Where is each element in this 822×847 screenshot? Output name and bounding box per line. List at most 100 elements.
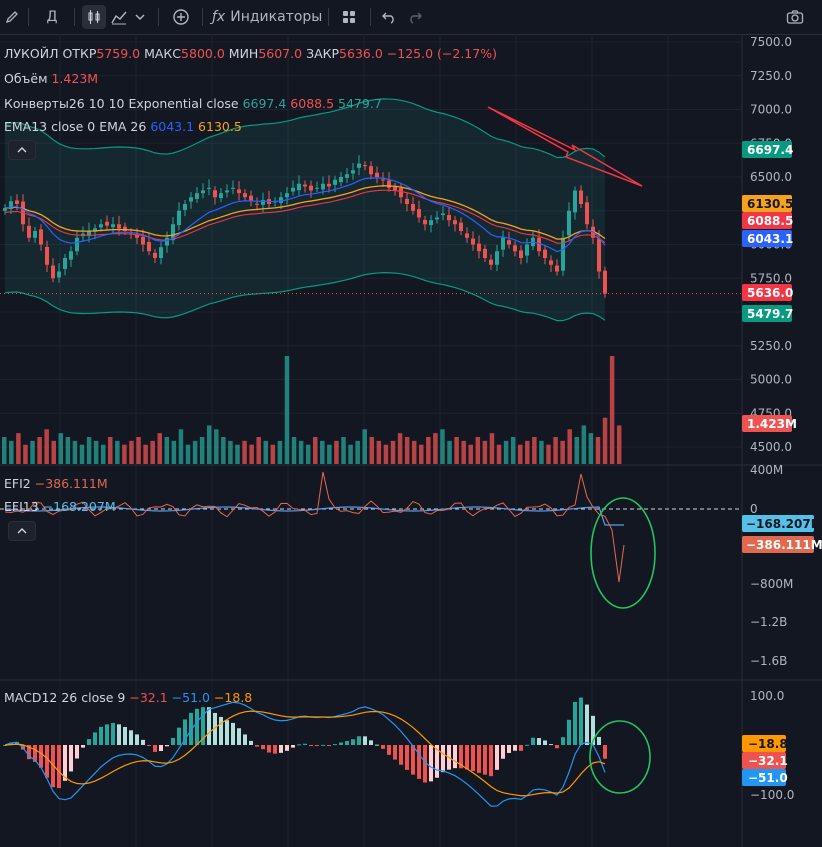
undo-icon[interactable]: [378, 5, 400, 29]
macd-line-value: −51.0: [171, 690, 210, 705]
volume-bar: [447, 440, 452, 464]
redo-icon[interactable]: [404, 5, 426, 29]
efi-badge: [742, 536, 814, 553]
macd-histogram-bar: [411, 745, 415, 775]
macd-histogram-bar: [39, 745, 43, 768]
macd-badge: [742, 752, 786, 769]
efi-badge: [742, 515, 814, 532]
volume-bar: [341, 437, 346, 464]
macd-legend: MACD12 26 close 9 −32.1 −51.0 −18.8: [4, 690, 252, 705]
volume-bar: [44, 429, 49, 464]
volume-label: Объём: [4, 71, 48, 86]
volume-bar: [616, 425, 622, 464]
candle-body: [201, 190, 205, 194]
indicators-button[interactable]: ƒx Индикаторы: [212, 5, 322, 29]
volume-bar: [9, 440, 14, 464]
efi13-label: EFI13: [4, 499, 39, 514]
macd-histogram-bar: [123, 726, 127, 745]
volume-bar: [567, 429, 572, 464]
candle-body: [405, 198, 409, 204]
candle-body: [27, 225, 31, 238]
candle-body: [315, 187, 319, 189]
macd-histogram-bar: [141, 739, 145, 745]
candle-body: [117, 224, 121, 229]
macd-histogram-bar: [3, 745, 7, 746]
legend-collapse-button[interactable]: [8, 140, 36, 160]
macd-histogram-bar: [345, 741, 349, 745]
efi-collapse-button[interactable]: [8, 521, 36, 541]
candle-body: [123, 226, 127, 231]
macd-histogram-bar: [165, 745, 169, 747]
volume-bar: [242, 440, 247, 464]
layout-grid-icon[interactable]: [338, 5, 360, 29]
add-icon[interactable]: [170, 5, 192, 29]
candle-body: [3, 208, 7, 211]
pencil-icon[interactable]: [2, 5, 22, 29]
efi13-line: [4, 506, 624, 526]
candle-body: [579, 190, 583, 204]
chart-canvas[interactable]: 7500.07250.07000.06750.06500.06250.06000…: [0, 34, 822, 847]
change-value: −125.0 (−2.17%): [386, 46, 497, 61]
volume-bar: [581, 425, 587, 464]
volume-bar: [129, 440, 134, 464]
volume-bar: [79, 444, 85, 464]
interval-button[interactable]: Д: [46, 9, 58, 25]
macd-histogram-bar: [531, 737, 535, 745]
candles-icon[interactable]: [82, 5, 106, 29]
volume-bar: [206, 425, 212, 464]
volume-bar: [100, 444, 106, 464]
macd-histogram-bar: [57, 745, 61, 789]
macd-histogram-bar: [111, 722, 115, 745]
volume-bar: [574, 437, 580, 464]
macd-histogram-bar: [213, 712, 217, 745]
candle-body: [423, 219, 427, 225]
volume-bar: [426, 437, 431, 464]
volume-bar: [454, 437, 459, 464]
macd-histogram-bar: [153, 745, 157, 752]
price-tick-label: 4500.0: [750, 440, 792, 454]
chevron-down-icon[interactable]: [132, 5, 148, 29]
price-tick-label: 5750.0: [750, 271, 792, 285]
candle-body: [327, 183, 331, 187]
candle-body: [471, 238, 475, 245]
volume-bar: [503, 440, 509, 464]
volume-bar: [461, 440, 466, 464]
volume-bar: [376, 440, 382, 464]
macd-histogram-bar: [453, 745, 457, 769]
price-badge-label: 6697.4: [747, 143, 793, 157]
macd-histogram-bar: [483, 745, 487, 775]
candle-body: [63, 258, 67, 270]
candle-body: [345, 174, 349, 178]
volume-value: 1.423M: [51, 71, 99, 86]
macd-histogram-bar: [321, 744, 325, 746]
macd-histogram-bar: [63, 745, 67, 781]
volume-bar: [284, 356, 290, 464]
candle-body: [153, 252, 157, 258]
macd-histogram-bar: [9, 742, 13, 745]
candle-body: [543, 249, 547, 258]
macd-histogram-bar: [333, 744, 337, 746]
candle-body: [147, 242, 151, 252]
volume-bar: [115, 440, 120, 464]
macd-histogram-bar: [201, 707, 205, 745]
efi-badge-label: −168.207M: [746, 517, 822, 531]
low-value: 5607.0: [258, 46, 303, 61]
price-badge: [742, 212, 792, 229]
volume-bar: [171, 440, 177, 464]
volume-bar: [235, 444, 240, 464]
ema13-line: [4, 177, 606, 253]
volume-bar: [404, 437, 410, 464]
efi-tick-label: 400M: [750, 463, 783, 477]
macd-histogram-bar: [147, 745, 151, 746]
candle-body: [399, 188, 403, 198]
candle-body: [105, 221, 109, 226]
macd-badge-label: −18.8: [748, 737, 788, 751]
volume-bar: [482, 440, 488, 464]
camera-icon[interactable]: [784, 5, 806, 29]
area-chart-icon[interactable]: [108, 5, 130, 29]
price-tick-label: 7500.0: [750, 35, 792, 49]
candle-body: [279, 197, 283, 203]
envelope-legend: Конверты26 10 10 Exponential close 6697.…: [4, 96, 382, 111]
macd-signal-value: −18.8: [213, 690, 253, 705]
volume-bar: [327, 444, 332, 464]
